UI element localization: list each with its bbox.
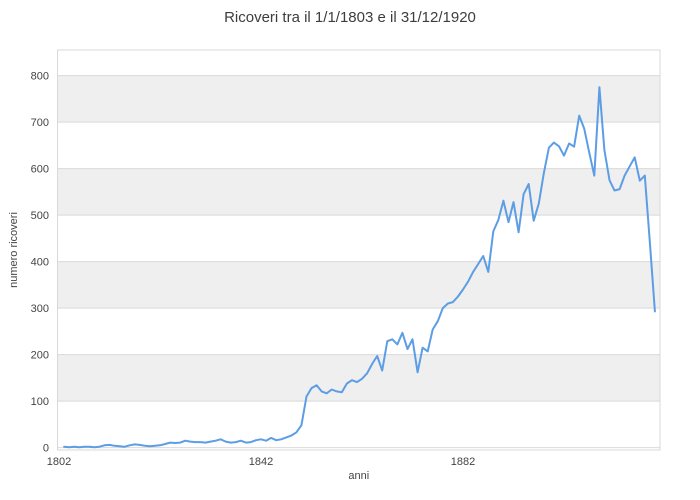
y-axis-title: numero ricoveri — [8, 212, 20, 288]
series-line-ricoveri — [63, 86, 656, 449]
x-tick-label: 1842 — [249, 456, 273, 468]
y-tick-label: 100 — [31, 396, 49, 408]
x-axis-title: anni — [348, 470, 369, 482]
y-tick-label: 400 — [31, 257, 49, 269]
y-tick-label: 800 — [31, 71, 49, 83]
x-tick-label: 1802 — [47, 456, 71, 468]
chart-title: Ricoveri tra il 1/1/1803 e il 31/12/1920 — [224, 9, 476, 26]
plot-border — [57, 49, 661, 451]
y-tick-label: 600 — [31, 164, 49, 176]
y-tick-label: 500 — [31, 210, 49, 222]
y-tick-label: 0 — [43, 443, 49, 455]
background-band — [57, 75, 660, 123]
y-tick-label: 300 — [31, 303, 49, 315]
background-band — [57, 354, 660, 402]
y-tick-label: 200 — [31, 350, 49, 362]
background-band — [57, 261, 660, 309]
background-band — [57, 168, 660, 216]
x-tick-label: 1882 — [451, 456, 475, 468]
y-tick-label: 700 — [31, 117, 49, 129]
